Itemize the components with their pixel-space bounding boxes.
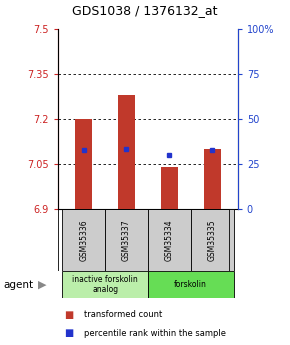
Text: ▶: ▶ xyxy=(38,280,46,289)
Bar xyxy=(148,209,191,271)
Text: GSM35334: GSM35334 xyxy=(165,219,174,260)
Bar xyxy=(75,119,92,209)
Bar xyxy=(148,271,233,298)
Text: GDS1038 / 1376132_at: GDS1038 / 1376132_at xyxy=(72,4,218,17)
Bar xyxy=(62,271,148,298)
Text: inactive forskolin
analog: inactive forskolin analog xyxy=(72,275,138,294)
Bar xyxy=(204,149,221,209)
Bar xyxy=(105,209,148,271)
Text: GSM35335: GSM35335 xyxy=(208,219,217,260)
Text: GSM35337: GSM35337 xyxy=(122,219,131,260)
Bar xyxy=(62,209,105,271)
Text: GSM35336: GSM35336 xyxy=(79,219,88,260)
Text: ■: ■ xyxy=(64,310,73,319)
Bar xyxy=(161,167,178,209)
Text: transformed count: transformed count xyxy=(84,310,162,319)
Text: forskolin: forskolin xyxy=(174,280,207,289)
Text: percentile rank within the sample: percentile rank within the sample xyxy=(84,329,226,338)
Bar xyxy=(191,209,233,271)
Bar xyxy=(118,95,135,209)
Text: agent: agent xyxy=(3,280,33,289)
Text: ■: ■ xyxy=(64,328,73,338)
